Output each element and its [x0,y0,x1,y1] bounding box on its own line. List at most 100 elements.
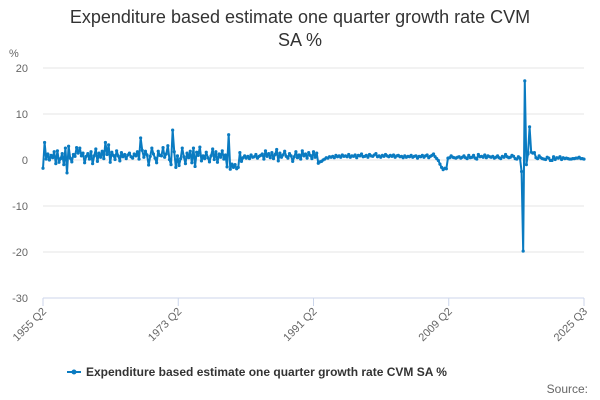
data-point[interactable] [105,152,109,157]
data-point[interactable] [515,157,519,161]
data-point[interactable] [295,156,300,160]
data-point[interactable] [185,151,189,155]
data-point[interactable] [119,151,124,155]
data-point[interactable] [199,159,204,163]
data-point[interactable] [107,143,111,147]
data-point[interactable] [391,153,396,157]
data-point[interactable] [131,156,135,160]
data-point[interactable] [43,140,47,145]
data-point[interactable] [44,157,48,161]
data-point[interactable] [99,155,103,159]
data-point[interactable] [137,157,141,161]
data-point[interactable] [111,153,116,157]
data-point[interactable] [219,155,223,159]
data-point[interactable] [163,155,167,159]
data-point[interactable] [135,150,140,154]
data-point[interactable] [543,157,548,162]
data-point[interactable] [127,151,132,155]
data-point[interactable] [278,151,282,155]
data-point[interactable] [142,155,146,159]
data-point[interactable] [547,156,551,160]
data-point[interactable] [287,151,292,156]
data-point[interactable] [425,153,429,157]
data-point[interactable] [198,145,202,149]
data-point[interactable] [222,157,226,161]
data-point[interactable] [299,157,303,161]
data-point[interactable] [273,152,277,157]
data-point[interactable] [231,165,236,169]
data-point[interactable] [180,146,184,150]
data-point[interactable] [523,79,527,83]
data-point[interactable] [526,152,530,156]
data-point[interactable] [46,152,50,156]
data-point[interactable] [55,149,60,153]
data-point[interactable] [177,163,181,168]
data-point[interactable] [347,152,351,157]
data-point[interactable] [147,163,151,167]
data-point[interactable] [47,158,52,162]
data-point[interactable] [110,150,114,154]
data-point[interactable] [151,152,156,156]
data-point[interactable] [582,157,586,161]
data-point[interactable] [227,133,231,137]
data-point[interactable] [475,157,479,161]
data-point[interactable] [150,146,154,150]
data-point[interactable] [211,147,215,151]
data-point[interactable] [502,155,506,159]
data-point[interactable] [102,157,106,161]
data-point[interactable] [483,153,487,157]
data-point[interactable] [188,149,192,153]
data-point[interactable] [190,161,194,165]
data-point[interactable] [359,152,364,156]
data-point[interactable] [65,171,69,175]
data-point[interactable] [84,154,88,158]
data-point[interactable] [307,151,311,155]
data-point[interactable] [303,152,308,156]
data-point[interactable] [550,158,554,163]
data-point[interactable] [86,151,90,156]
data-point[interactable] [265,154,269,158]
data-point[interactable] [83,161,87,165]
data-point[interactable] [281,153,285,157]
data-point[interactable] [353,153,357,157]
data-point[interactable] [217,152,221,156]
data-point[interactable] [236,165,240,169]
data-point[interactable] [524,163,528,167]
data-point[interactable] [155,161,159,165]
data-point[interactable] [191,146,196,150]
data-point[interactable] [164,152,168,156]
data-point[interactable] [121,155,125,159]
data-point[interactable] [123,152,127,157]
data-point[interactable] [76,151,80,155]
data-point[interactable] [310,157,314,161]
data-point[interactable] [115,149,119,153]
data-point[interactable] [499,157,503,161]
data-point[interactable] [139,136,143,140]
data-point[interactable] [67,144,71,148]
data-point[interactable] [193,164,197,169]
data-point[interactable] [140,148,144,152]
data-point[interactable] [161,145,165,150]
data-point[interactable] [153,156,157,160]
data-point[interactable] [148,154,152,158]
data-point[interactable] [214,150,218,154]
data-point[interactable] [159,154,164,158]
data-point[interactable] [511,154,516,158]
data-point[interactable] [94,147,98,151]
data-point[interactable] [305,156,309,160]
data-point[interactable] [262,157,266,161]
data-point[interactable] [91,162,95,166]
data-point[interactable] [518,156,522,160]
data-point[interactable] [444,167,448,171]
data-point[interactable] [206,156,210,160]
data-point[interactable] [233,163,237,167]
data-point[interactable] [95,159,100,163]
data-point[interactable] [246,154,250,158]
data-point[interactable] [63,146,68,150]
data-point[interactable] [75,145,79,150]
data-point[interactable] [292,155,296,159]
data-point[interactable] [467,153,471,157]
data-point[interactable] [249,153,253,157]
data-point[interactable] [311,150,316,154]
data-point[interactable] [81,151,85,155]
